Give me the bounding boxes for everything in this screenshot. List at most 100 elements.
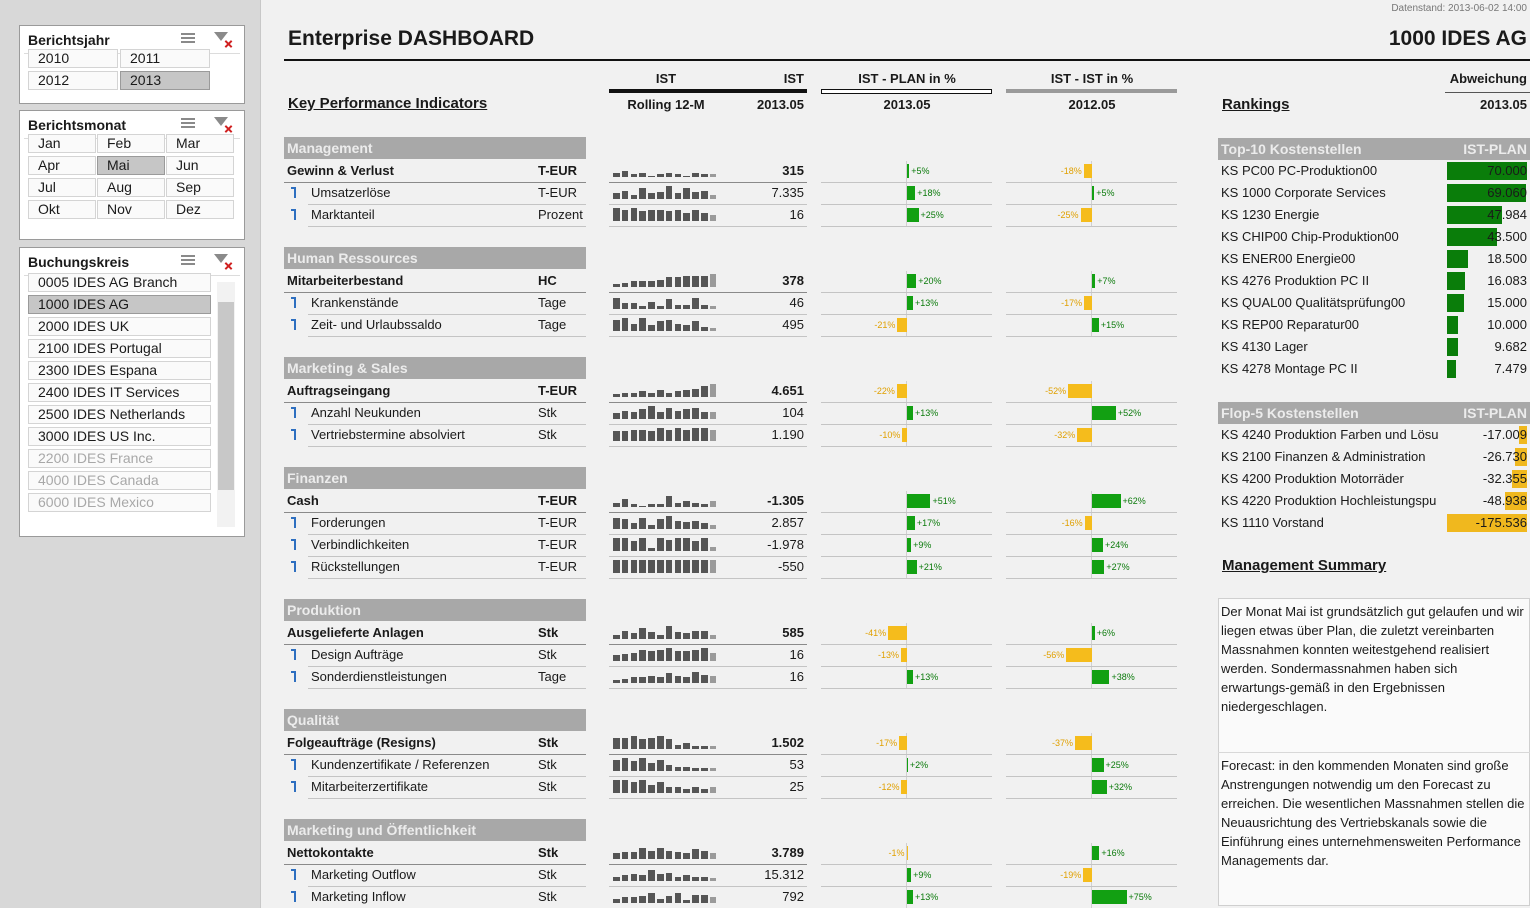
sparkline-bar <box>630 874 638 881</box>
slicer-item[interactable]: Nov <box>97 200 165 219</box>
kpi-label: Anzahl Neukunden <box>311 405 421 420</box>
list-icon <box>181 37 195 39</box>
kpi-value: 495 <box>782 317 804 332</box>
slicer-item[interactable]: 2500 IDES Netherlands <box>28 405 211 424</box>
cell-divider <box>1091 271 1092 292</box>
sub-icon <box>294 319 296 330</box>
pct-bar <box>1083 164 1092 178</box>
row-line <box>284 754 586 755</box>
sparkline-bar <box>657 736 664 749</box>
pct-bar <box>1092 780 1107 794</box>
sparkline-bar <box>648 302 655 309</box>
ranking-label: KS 2100 Finanzen & Administration <box>1221 449 1426 464</box>
kpi-value: 16 <box>789 669 804 684</box>
pct-bar <box>1092 318 1099 332</box>
slicer-item[interactable]: 2400 IDES IT Services <box>28 383 211 402</box>
slicer-item[interactable]: Jun <box>166 156 234 175</box>
slicer-item[interactable]: 2011 <box>120 49 210 68</box>
slicer-item[interactable]: 2013 <box>120 71 210 90</box>
sparkline-bar <box>639 875 646 881</box>
ranking-value: 16.083 <box>1487 273 1527 288</box>
kpi-title: Key Performance Indicators <box>288 95 488 112</box>
slicer-item[interactable]: 6000 IDES Mexico <box>28 493 211 512</box>
row-line <box>821 512 992 513</box>
sparkline-bar <box>674 391 682 397</box>
pct-bar <box>1092 274 1096 288</box>
slicer-item[interactable]: Mai <box>97 156 165 175</box>
scrollbar[interactable] <box>217 57 234 100</box>
slicer-item[interactable]: 2010 <box>28 49 118 68</box>
section-header <box>284 357 586 379</box>
sparkline-bar <box>613 634 620 639</box>
slicer-item[interactable]: Apr <box>28 156 96 175</box>
col-rule <box>1445 92 1530 93</box>
sparkline-bar <box>701 174 708 177</box>
section-header <box>284 247 586 269</box>
sparkline-bar <box>674 852 682 859</box>
sub-icon <box>294 297 296 308</box>
sparkline-bar <box>657 649 664 661</box>
slicer-item[interactable]: Aug <box>97 178 165 197</box>
sparkline-bar <box>613 780 620 793</box>
pct-bar <box>1092 758 1104 772</box>
slicer-item[interactable]: Sep <box>166 178 234 197</box>
row-line <box>1006 798 1177 799</box>
ranking-bar <box>1512 470 1527 488</box>
sparkline-bar <box>639 306 646 309</box>
scroll-thumb[interactable] <box>218 302 234 490</box>
sparkline-bar <box>657 538 664 551</box>
row-line <box>308 688 586 689</box>
row-line <box>308 204 586 205</box>
sparkline-bar <box>683 187 690 199</box>
sparkline-bar <box>692 520 699 529</box>
kpi-unit: Prozent <box>538 207 583 222</box>
slicer-item[interactable]: Jan <box>28 134 96 153</box>
row-line <box>284 512 586 513</box>
slicer-item[interactable]: 0005 IDES AG Branch <box>28 273 211 292</box>
slicer-item[interactable]: Feb <box>97 134 165 153</box>
pct-label: -1% <box>888 848 905 858</box>
kpi-unit: Stk <box>538 427 557 442</box>
kpi-unit: Stk <box>538 647 557 662</box>
pct-bar <box>1080 208 1092 222</box>
slicer-item[interactable]: 2000 IDES UK <box>28 317 211 336</box>
slicer-item[interactable]: 2300 IDES Espana <box>28 361 211 380</box>
slicer-item[interactable]: 2100 IDES Portugal <box>28 339 211 358</box>
sparkline-bar <box>674 193 682 199</box>
slicer-item[interactable]: 1000 IDES AG <box>28 295 211 314</box>
section-header <box>284 819 586 841</box>
pct-label: -17% <box>1061 298 1083 308</box>
sparkline-bar <box>630 194 638 199</box>
pct-label: -16% <box>1061 518 1083 528</box>
sparkline-bar <box>683 743 690 749</box>
kpi-value: -550 <box>777 559 804 574</box>
sparkline-bar <box>621 780 629 793</box>
sub-icon <box>291 891 296 893</box>
row-line <box>609 204 807 205</box>
filter-icon <box>214 254 228 263</box>
slicer-item[interactable]: Mar <box>166 134 234 153</box>
sparkline-bar <box>701 768 708 771</box>
slicer-item[interactable]: 4000 IDES Canada <box>28 471 211 490</box>
slicer-item[interactable]: 3000 IDES US Inc. <box>28 427 211 446</box>
sparkline-bar <box>709 274 717 287</box>
slicer-item[interactable]: Dez <box>166 200 234 219</box>
slicer-item[interactable]: 2012 <box>28 71 118 90</box>
sparkline-bar <box>709 194 717 199</box>
sparkline-bar <box>648 325 655 331</box>
sparkline-bar <box>665 319 673 331</box>
row-line <box>609 446 807 447</box>
row-line <box>1006 204 1177 205</box>
slicer-item[interactable]: Jul <box>28 178 96 197</box>
slicer-item[interactable]: Okt <box>28 200 96 219</box>
section-header <box>284 599 586 621</box>
sparkline-bar <box>665 516 673 529</box>
sparkline-bar <box>692 297 699 309</box>
row-line <box>1006 754 1177 755</box>
dashboard-title: Enterprise DASHBOARD <box>288 27 535 50</box>
sparkline-bar <box>621 758 629 771</box>
slicer-item[interactable]: 2200 IDES France <box>28 449 211 468</box>
sub-icon <box>291 539 296 541</box>
pct-label: +38% <box>1111 672 1135 682</box>
kpi-value: 378 <box>782 273 804 288</box>
